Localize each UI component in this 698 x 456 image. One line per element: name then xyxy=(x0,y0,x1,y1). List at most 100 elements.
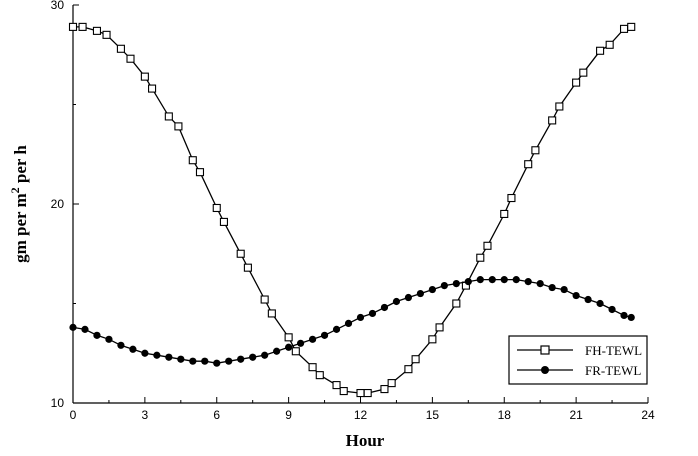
data-point-fh-tewl xyxy=(212,203,221,213)
data-point-fh-tewl xyxy=(291,347,300,356)
data-point-fr-tewl xyxy=(500,276,508,284)
data-point-fr-tewl xyxy=(524,278,532,286)
data-point-fr-tewl xyxy=(584,295,592,304)
data-point-fh-tewl xyxy=(579,68,588,77)
data-point-fh-tewl xyxy=(524,160,533,169)
y-tick-label: 30 xyxy=(51,0,65,12)
data-point-fr-tewl xyxy=(141,349,149,357)
data-point-fr-tewl xyxy=(464,278,472,286)
legend-item-fh-tewl: FH-TEWL xyxy=(517,343,642,358)
x-tick-label: 24 xyxy=(641,408,655,422)
data-point-fr-tewl xyxy=(273,347,281,355)
x-tick-label: 9 xyxy=(285,408,292,422)
data-point-fh-tewl xyxy=(68,22,78,31)
data-point-fh-tewl xyxy=(555,102,564,111)
data-point-fh-tewl xyxy=(339,387,348,396)
data-point-fh-tewl xyxy=(572,78,581,87)
data-point-fh-tewl xyxy=(102,30,111,39)
data-point-fh-tewl xyxy=(188,156,197,165)
y-axis-title: gm per m2 per h xyxy=(8,145,30,263)
data-point-fr-tewl xyxy=(440,281,448,290)
data-point-fr-tewl xyxy=(81,325,89,333)
data-point-fh-tewl xyxy=(605,40,614,49)
data-point-fh-tewl xyxy=(483,241,492,250)
data-point-fh-tewl xyxy=(500,209,509,218)
data-point-fr-tewl xyxy=(177,355,185,363)
data-point-fr-tewl xyxy=(476,276,484,284)
data-point-fr-tewl xyxy=(356,313,365,322)
data-point-fr-tewl xyxy=(392,297,401,306)
data-point-fh-tewl xyxy=(411,355,420,364)
data-point-fh-tewl xyxy=(126,54,135,63)
x-tick-label: 18 xyxy=(498,408,512,422)
series-layer xyxy=(68,22,636,398)
data-point-fr-tewl xyxy=(332,325,341,333)
data-point-fr-tewl xyxy=(452,280,460,288)
data-point-fh-tewl xyxy=(627,22,636,31)
data-point-fh-tewl xyxy=(140,72,149,81)
data-point-fr-tewl xyxy=(488,276,496,284)
series-fh-tewl xyxy=(68,22,636,398)
x-tick-label: 0 xyxy=(70,408,77,422)
data-point-fr-tewl xyxy=(320,331,329,339)
data-point-fh-tewl xyxy=(267,309,276,318)
data-point-fr-tewl xyxy=(404,293,413,302)
data-point-fh-tewl xyxy=(452,299,461,308)
data-point-fh-tewl xyxy=(260,295,269,304)
data-point-fr-tewl xyxy=(105,335,113,343)
data-point-fh-tewl xyxy=(78,22,87,31)
y-axis-title-main: gm per m xyxy=(11,193,30,263)
data-point-fr-tewl xyxy=(237,355,245,363)
legend-label-fh-tewl: FH-TEWL xyxy=(585,343,642,358)
legend-marker-fh-tewl xyxy=(540,345,550,355)
data-point-fr-tewl xyxy=(536,280,544,288)
y-tick-label: 20 xyxy=(51,197,65,211)
x-axis-title: Hour xyxy=(346,431,385,450)
data-point-fr-tewl xyxy=(572,291,580,300)
data-point-fr-tewl xyxy=(428,285,436,294)
data-point-fh-tewl xyxy=(387,379,396,388)
data-point-fh-tewl xyxy=(363,388,372,398)
data-point-fh-tewl xyxy=(164,112,173,121)
y-axis-title-rest: per h xyxy=(11,145,30,188)
x-tick-label: 6 xyxy=(213,408,220,422)
data-point-fr-tewl xyxy=(93,331,101,339)
data-point-fr-tewl xyxy=(627,313,635,322)
data-point-fr-tewl xyxy=(368,309,377,318)
data-point-fh-tewl xyxy=(531,146,540,155)
data-point-fr-tewl xyxy=(380,303,389,312)
data-point-fh-tewl xyxy=(219,217,228,226)
x-tick-label: 3 xyxy=(142,408,149,422)
data-point-fh-tewl xyxy=(243,263,252,272)
legend-label-fr-tewl: FR-TEWL xyxy=(585,363,641,378)
data-point-fr-tewl xyxy=(560,285,568,294)
data-point-fh-tewl xyxy=(174,122,183,131)
data-point-fr-tewl xyxy=(512,276,520,284)
data-point-fh-tewl xyxy=(116,44,125,53)
data-point-fh-tewl xyxy=(356,388,365,398)
data-point-fr-tewl xyxy=(153,351,161,359)
data-point-fr-tewl xyxy=(548,283,556,292)
data-point-fh-tewl xyxy=(435,323,444,332)
series-line-fh-tewl xyxy=(73,26,632,394)
data-point-fh-tewl xyxy=(548,116,557,125)
data-point-fh-tewl xyxy=(476,253,485,262)
y-tick-label: 10 xyxy=(51,396,65,410)
legend-box xyxy=(508,335,648,385)
data-point-fr-tewl xyxy=(249,353,257,361)
data-point-fr-tewl xyxy=(189,357,197,365)
y-axis-title-superscript: 2 xyxy=(8,187,22,193)
data-point-fh-tewl xyxy=(236,249,245,258)
data-point-fh-tewl xyxy=(619,24,629,33)
data-point-fh-tewl xyxy=(148,84,157,93)
data-point-fh-tewl xyxy=(332,381,341,390)
data-point-fh-tewl xyxy=(404,365,413,374)
data-point-fh-tewl xyxy=(380,385,389,394)
data-point-fr-tewl xyxy=(129,345,137,353)
data-point-fr-tewl xyxy=(620,311,628,320)
data-point-fh-tewl xyxy=(507,193,516,203)
ticks xyxy=(72,4,649,404)
data-point-fh-tewl xyxy=(428,335,437,344)
data-point-fh-tewl xyxy=(284,333,293,342)
